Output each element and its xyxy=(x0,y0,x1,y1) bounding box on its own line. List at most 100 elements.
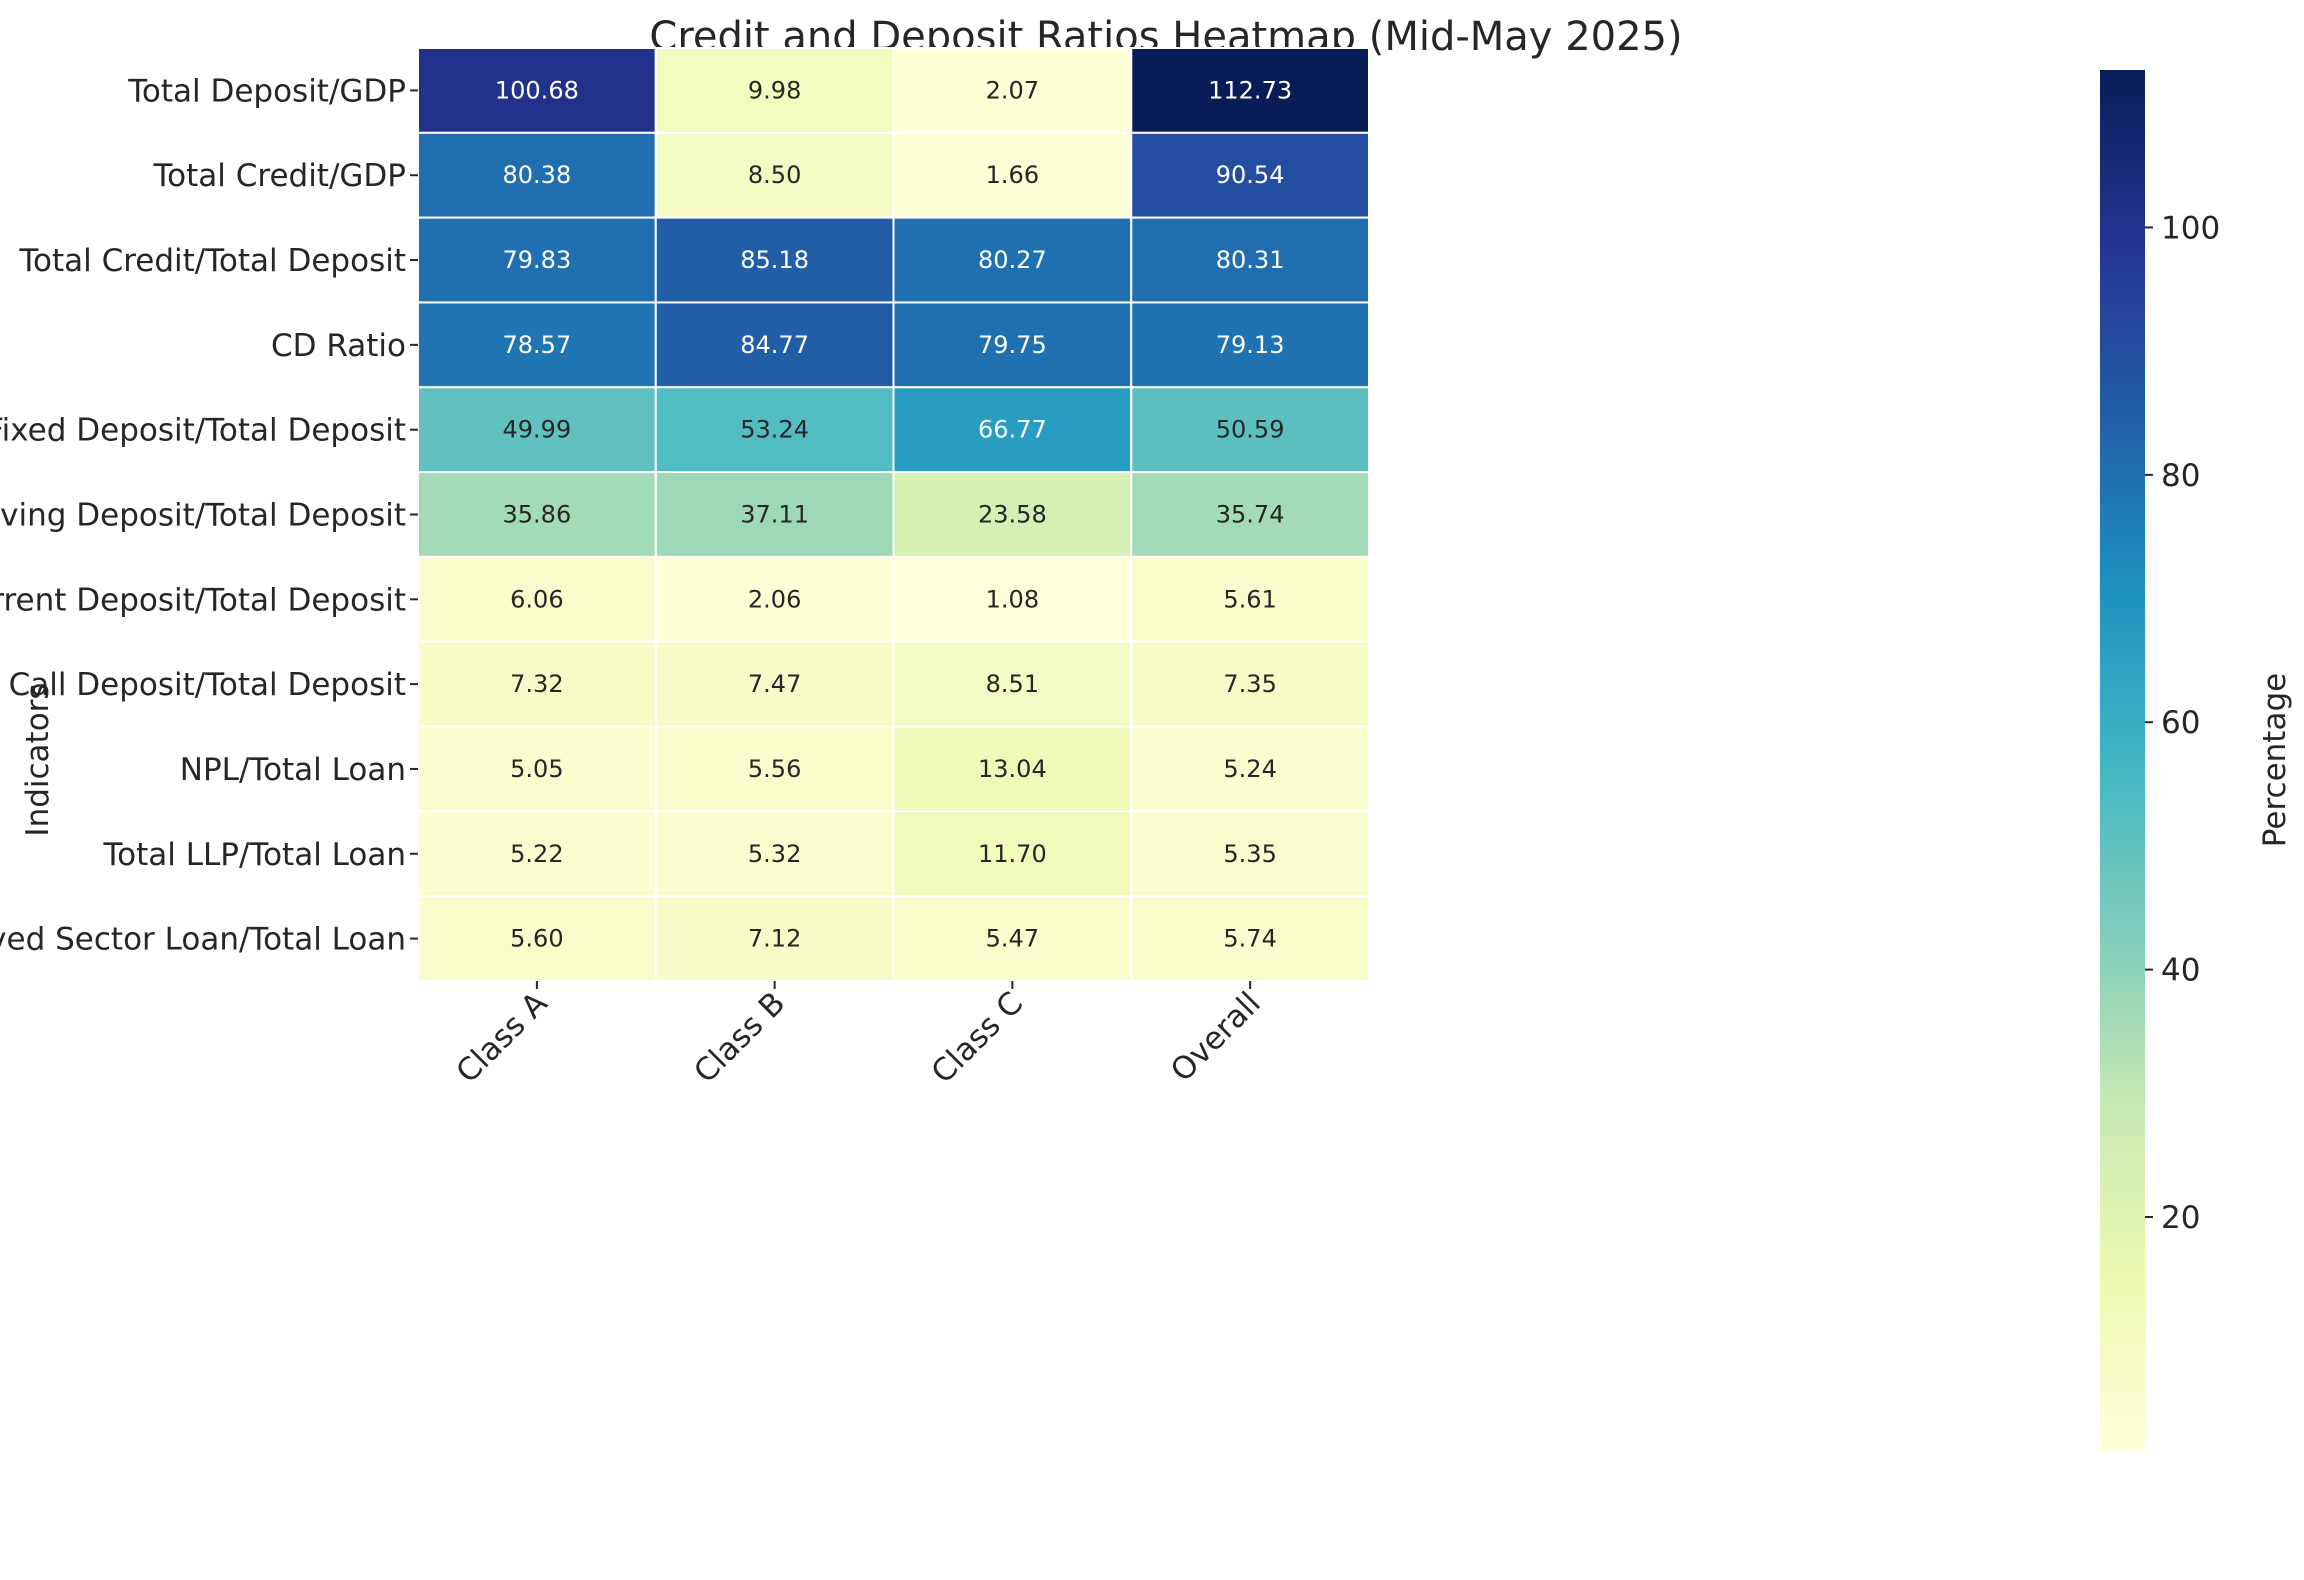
cell-value-label: 5.61 xyxy=(1223,585,1276,613)
heatmap-cell xyxy=(417,555,657,643)
y-tick-label: Deprived Sector Loan/Total Loan xyxy=(0,922,406,958)
heatmap-cell xyxy=(654,640,895,728)
cell-value-label: 112.73 xyxy=(1208,76,1292,104)
y-tick-label: Saving Deposit/Total Deposit xyxy=(0,498,406,534)
y-tick-label: Total LLP/Total Loan xyxy=(102,837,406,873)
heatmap-cell xyxy=(417,471,657,558)
cell-value-label: 50.59 xyxy=(1216,416,1285,444)
heatmap-cell xyxy=(892,471,1133,558)
heatmap-cell xyxy=(654,47,895,134)
cell-value-label: 5.56 xyxy=(748,755,801,783)
heatmap-cell xyxy=(892,810,1133,898)
heatmap-cell xyxy=(654,810,895,898)
y-tick-label: Call Deposit/Total Deposit xyxy=(9,667,406,703)
cell-value-label: 35.86 xyxy=(503,501,572,529)
x-tick-label: Class B xyxy=(687,985,792,1090)
heatmap-cell xyxy=(892,640,1133,728)
heatmap-cell xyxy=(892,386,1133,474)
heatmap-cell xyxy=(1130,216,1370,304)
cell-value-label: 5.22 xyxy=(510,840,563,868)
cell-value-label: 85.18 xyxy=(740,246,809,274)
cell-value-label: 5.24 xyxy=(1223,755,1276,783)
colorbar-tick-label: 60 xyxy=(2161,705,2200,741)
cell-value-label: 11.70 xyxy=(978,840,1047,868)
y-tick-label: Total Credit/Total Deposit xyxy=(18,243,406,279)
cell-value-label: 8.50 xyxy=(748,161,801,189)
heatmap-cell xyxy=(1130,131,1370,219)
heatmap-cell xyxy=(1130,640,1370,728)
cell-value-label: 5.47 xyxy=(986,925,1039,953)
cell-value-label: 1.08 xyxy=(986,585,1039,613)
y-tick-label: Total Credit/GDP xyxy=(152,158,406,194)
heatmap-cell xyxy=(417,301,657,389)
cell-value-label: 2.06 xyxy=(748,585,801,613)
cell-value-label: 9.98 xyxy=(748,76,801,104)
cell-value-label: 90.54 xyxy=(1216,161,1285,189)
cell-value-label: 35.74 xyxy=(1216,501,1285,529)
cell-value-label: 80.27 xyxy=(978,246,1047,274)
y-tick-label: Fixed Deposit/Total Deposit xyxy=(0,413,406,449)
heatmap-cell xyxy=(654,386,895,474)
cell-value-label: 78.57 xyxy=(503,331,572,359)
heatmap-cell xyxy=(1130,725,1370,813)
colorbar-tick-label: 40 xyxy=(2161,953,2200,989)
heatmap-cell xyxy=(892,47,1133,134)
cell-value-label: 49.99 xyxy=(503,416,572,444)
y-tick-label: NPL/Total Loan xyxy=(180,752,406,788)
cell-value-label: 7.47 xyxy=(748,670,801,698)
cell-value-label: 1.66 xyxy=(986,161,1039,189)
cell-value-label: 7.12 xyxy=(748,925,801,953)
colorbar-tick-label: 100 xyxy=(2161,210,2220,246)
cell-value-label: 79.83 xyxy=(503,246,572,274)
colorbar: 20 40 60 80 100 xyxy=(2100,70,2220,1451)
heatmap-cell xyxy=(892,131,1133,219)
heatmap-cell xyxy=(892,301,1133,389)
cell-value-label: 79.13 xyxy=(1216,331,1285,359)
cell-value-label: 13.04 xyxy=(978,755,1047,783)
y-axis-label: Indicators xyxy=(20,683,56,836)
cell-value-label: 37.11 xyxy=(740,501,809,529)
cell-value-label: 6.06 xyxy=(510,585,563,613)
heatmap-cell xyxy=(654,471,895,558)
cell-value-label: 7.32 xyxy=(510,670,563,698)
x-tick-label: Class A xyxy=(449,985,554,1090)
heatmap-cell xyxy=(1130,301,1370,389)
cell-value-label: 2.07 xyxy=(986,76,1039,104)
x-tick-label: Overall xyxy=(1164,985,1268,1089)
cell-value-label: 66.77 xyxy=(978,416,1047,444)
cell-value-label: 5.05 xyxy=(510,755,563,783)
heatmap-cell xyxy=(654,216,895,304)
heatmap-grid: 100.68 9.98 2.07 112.73 80.38 8.50 1.66 90.54 79… xyxy=(417,47,1370,983)
heatmap-cell xyxy=(654,555,895,643)
cell-value-label: 80.31 xyxy=(1216,246,1285,274)
cell-value-label: 23.58 xyxy=(978,501,1047,529)
cell-value-label: 5.35 xyxy=(1223,840,1276,868)
heatmap-cell xyxy=(1130,555,1370,643)
colorbar-tick-label: 20 xyxy=(2161,1200,2200,1236)
cell-value-label: 100.68 xyxy=(495,76,579,104)
heatmap-cell xyxy=(417,47,657,134)
colorbar-label: Percentage xyxy=(2257,673,2293,847)
cell-value-label: 53.24 xyxy=(740,416,809,444)
y-tick-label: Total Deposit/GDP xyxy=(127,73,406,109)
heatmap-cell xyxy=(1130,895,1370,983)
cell-value-label: 79.75 xyxy=(978,331,1047,359)
heatmap-cell xyxy=(417,640,657,728)
heatmap-cell xyxy=(1130,810,1370,898)
heatmap-cell xyxy=(1130,386,1370,474)
cell-value-label: 84.77 xyxy=(740,331,809,359)
cell-value-label: 80.38 xyxy=(503,161,572,189)
cell-value-label: 5.60 xyxy=(510,925,563,953)
colorbar-tick-label: 80 xyxy=(2161,458,2200,494)
cell-value-label: 7.35 xyxy=(1223,670,1276,698)
cell-value-label: 5.74 xyxy=(1223,925,1276,953)
y-tick-label: Current Deposit/Total Deposit xyxy=(0,582,406,618)
heatmap-cell xyxy=(1130,471,1370,558)
cell-value-label: 5.32 xyxy=(748,840,801,868)
x-axis: Class A Class B Class C Overall xyxy=(449,981,1268,1091)
heatmap-cell xyxy=(892,725,1133,813)
cell-value-label: 8.51 xyxy=(986,670,1039,698)
y-axis: Total Deposit/GDP Total Credit/GDP Total C… xyxy=(0,73,418,958)
heatmap-cell xyxy=(892,895,1133,983)
